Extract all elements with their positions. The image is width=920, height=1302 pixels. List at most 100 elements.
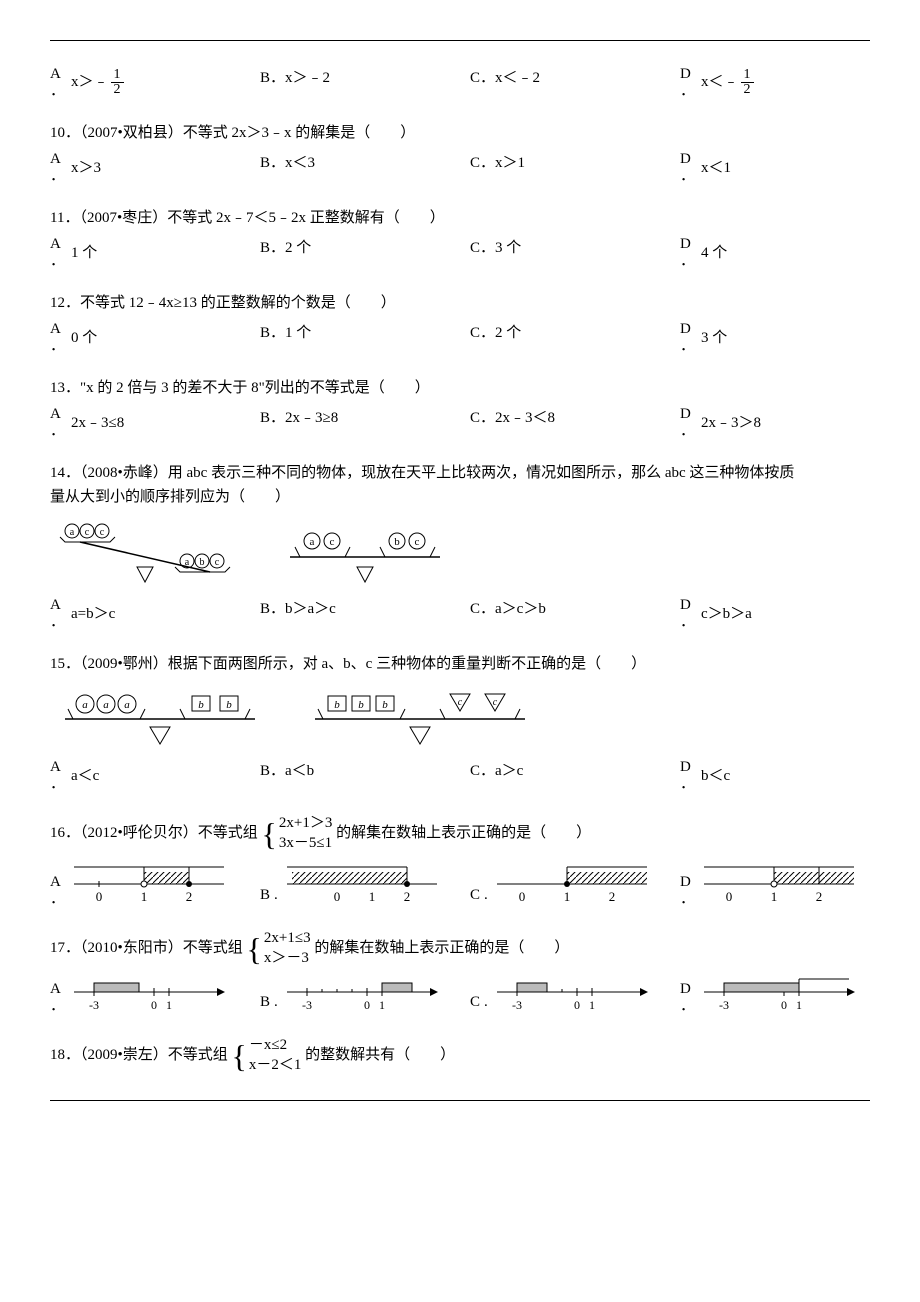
question-17: 17．（2010•东阳市）不等式组 { 2x+1≤3 x＞－3 的解集在数轴上表… [50,929,870,1014]
opt-12-b-text: B．1 个 [260,321,311,345]
svg-text:b: b [394,536,400,548]
opt-9-c: C．x＜﹣2 [470,66,680,90]
numline-17a-icon: -3 0 1 [69,974,229,1014]
svg-text:1: 1 [379,998,385,1012]
q18-pre: 18．（2009•崇左）不等式组 [50,1047,228,1063]
opt-11-d: D．4 个 [680,236,870,269]
opt-12-a: A．0 个 [50,321,260,354]
label-d-text: D [680,66,695,83]
opt-11-b: B．2 个 [260,236,470,260]
q18-eq2: x－2＜1 [249,1056,302,1076]
opt-13-c-text: C．2x﹣3＜8 [470,406,555,430]
q15-figures: a a a b b b b b c c [50,684,870,749]
svg-text:b: b [358,699,364,711]
l: D [680,236,695,253]
opt-10-b: B．x＜3 [260,151,470,175]
opt-14-c: C．a＞c＞b [470,597,680,621]
q14-figures: a c c a b c a c b c [50,517,870,587]
opt-15-c-text: C．a＞c [470,759,523,783]
opt-13-d-text: 2x﹣3＞8 [701,411,761,435]
q18-text: 18．（2009•崇左）不等式组 { －x≤2 x－2＜1 的整数解共有（ ） [50,1036,870,1075]
l: D [680,874,695,891]
balance-15-2-icon: b b b c c [300,684,540,749]
opt-14-a-text: a=b＞c [71,602,115,626]
question-10: 10．（2007•双柏县）不等式 2x＞3﹣x 的解集是（ ） A．x＞3 B．… [50,121,870,184]
opt-10-d-text: x＜1 [701,156,731,180]
q10-text: 10．（2007•双柏县）不等式 2x＞3﹣x 的解集是（ ） [50,121,870,145]
opt-17-c: C. -3 0 1 [470,974,680,1014]
opt-13-a: A．2x﹣3≤8 [50,406,260,439]
opt-14-b-text: B．b＞a＞c [260,597,336,621]
opt-15-a-text: a＜c [71,764,99,788]
svg-text:0: 0 [519,889,526,904]
svg-text:2: 2 [404,889,411,904]
label-d-dot: ． [680,83,695,100]
frac-9d-den: 2 [741,83,754,97]
frac-9d: 12 [741,68,754,97]
l: D [680,759,695,776]
opt-label-a: A ． [50,66,65,99]
question-16: 16．（2012•呼伦贝尔）不等式组 { 2x+1＞3 3x－5≤1 的解集在数… [50,814,870,907]
q11-text: 11．（2007•枣庄）不等式 2x﹣7＜5﹣2x 正整数解有（ ） [50,206,870,230]
l: B [260,990,270,1014]
svg-text:c: c [100,527,105,538]
svg-text:0: 0 [781,998,787,1012]
opt-15-b: B．a＜b [260,759,470,783]
svg-text:b: b [200,557,205,568]
svg-text:-3: -3 [302,998,312,1012]
frac-9a: 12 [111,68,124,97]
l: D [680,321,695,338]
question-9-options: A ． x＞﹣12 B．x＞﹣2 C．x＜﹣2 D ． x＜﹣12 [50,66,870,99]
q17-post: 的解集在数轴上表示正确的是（ ） [314,940,569,956]
question-15: 15．（2009•鄂州）根据下面两图所示，对 a、b、c 三种物体的重量判断不正… [50,652,870,792]
l: D [680,981,695,998]
opt-16-b: B. 0 1 2 [260,859,470,907]
opt-16-a: A． 0 1 2 [50,859,260,907]
numline-17d-icon: -3 0 1 [699,974,859,1014]
q16-post: 的解集在数轴上表示正确的是（ ） [336,825,591,841]
label-a-dot: ． [50,83,65,100]
opt-14-d: D．c＞b＞a [680,597,870,630]
opt-16-c: C. 0 1 2 [470,859,680,907]
opt-17-a: A． -3 0 1 [50,974,260,1014]
opt-10-a: A．x＞3 [50,151,260,184]
opt-11-d-text: 4 个 [701,241,727,265]
svg-text:2: 2 [186,889,193,904]
balance-15-1-icon: a a a b b [50,684,270,749]
balance-level-icon: a c b c [270,517,460,587]
q17-text: 17．（2010•东阳市）不等式组 { 2x+1≤3 x＞－3 的解集在数轴上表… [50,929,870,968]
q17-eq1: 2x+1≤3 [264,929,311,949]
opt-11-a: A．1 个 [50,236,260,269]
opt-label-d: D ． [680,66,695,99]
opt-9-a: A ． x＞﹣12 [50,66,260,99]
l: B [260,883,270,907]
opt-9-c-text: C．x＜﹣2 [470,66,540,90]
opt-10-a-text: x＞3 [71,156,101,180]
page-bottom-rule [50,1100,870,1101]
opt-17-b: B. -3 0 1 [260,974,470,1014]
numline-16d-icon: 0 1 2 [699,859,859,907]
opt-9-b-text: B．x＞﹣2 [260,66,330,90]
q18-post: 的整数解共有（ ） [305,1047,455,1063]
brace-icon: { [262,818,277,850]
opt-14-a: A．a=b＞c [50,597,260,630]
l: A [50,759,65,776]
q17-eq2: x＞－3 [264,949,311,969]
opt-14-c-text: C．a＞c＞b [470,597,546,621]
svg-text:1: 1 [141,889,148,904]
l: A [50,981,65,998]
frac-9d-num: 1 [741,68,754,83]
question-11: 11．（2007•枣庄）不等式 2x﹣7＜5﹣2x 正整数解有（ ） A．1 个… [50,206,870,269]
svg-text:c: c [493,697,498,708]
l: A [50,874,65,891]
svg-text:-3: -3 [89,998,99,1012]
svg-text:2: 2 [609,889,616,904]
opt-10-d: D．x＜1 [680,151,870,184]
opt-9-d: D ． x＜﹣12 [680,66,870,99]
brace-group-16: { 2x+1＞3 3x－5≤1 [262,814,333,853]
opt-15-d: D．b＜c [680,759,870,792]
svg-text:2: 2 [816,889,823,904]
svg-text:1: 1 [564,889,571,904]
svg-text:a: a [310,536,315,548]
opt-9-d-pre: x＜﹣ [701,74,739,90]
